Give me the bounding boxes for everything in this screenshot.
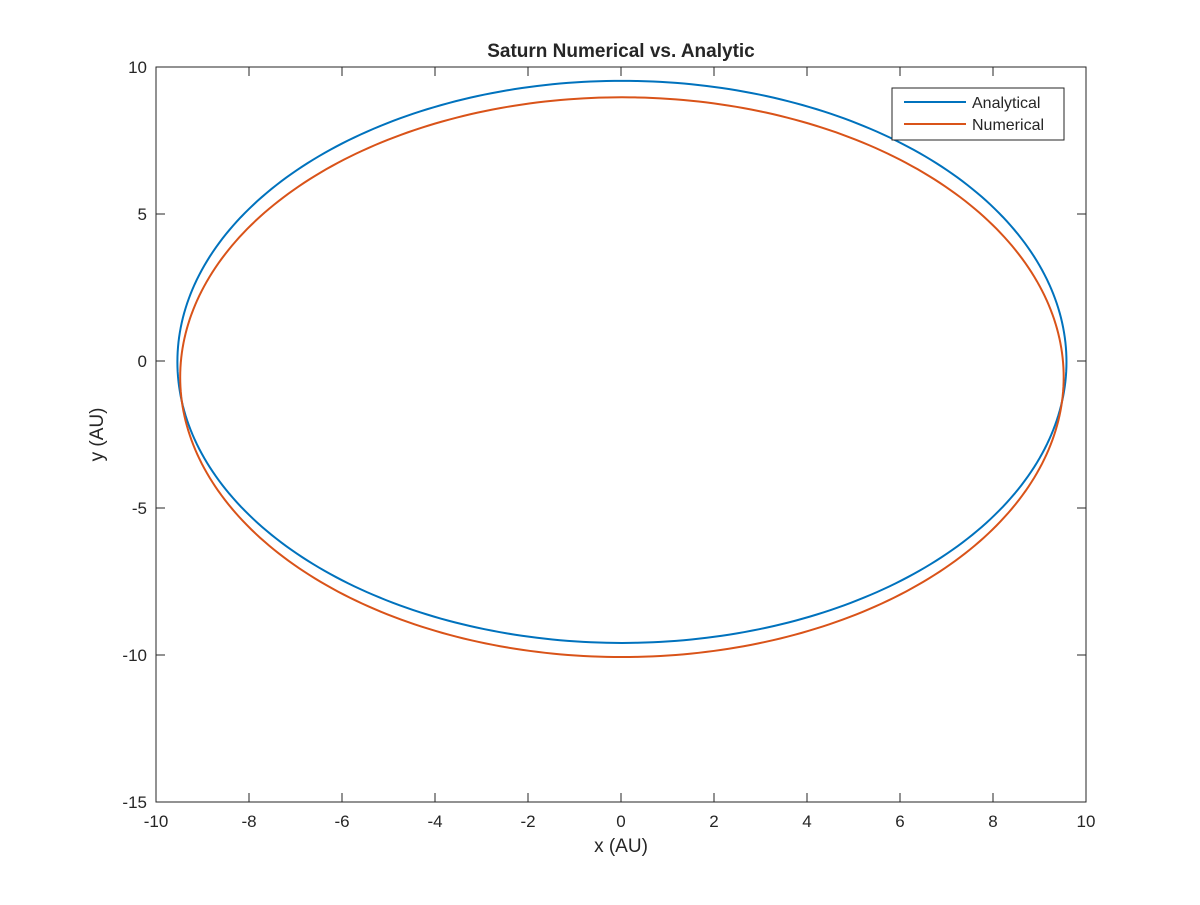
- plot-lines: [176, 79, 1068, 659]
- y-axis-label: y (AU): [87, 408, 108, 462]
- series-line-analytical: [176, 79, 1068, 644]
- legend-entry: Numerical: [972, 117, 1044, 134]
- legend: Analytical Numerical: [891, 87, 1065, 141]
- x-axis-label: x (AU): [594, 836, 648, 857]
- y-tick-label: -10: [122, 646, 147, 665]
- x-tick-label: -2: [520, 812, 535, 831]
- y-tick-label: 10: [128, 58, 147, 77]
- axes-box: [155, 66, 1087, 803]
- x-tick-label: 10: [1077, 812, 1096, 831]
- y-tick-label: -15: [122, 793, 147, 812]
- y-tick-label: 5: [138, 205, 147, 224]
- series-line-numerical: [179, 96, 1065, 659]
- y-tick-label: 0: [138, 352, 147, 371]
- x-tick-label: 8: [988, 812, 997, 831]
- y-tick-label: -5: [132, 499, 147, 518]
- x-tick-label: 6: [895, 812, 904, 831]
- x-tick-label: -8: [241, 812, 256, 831]
- x-tick-label: -6: [334, 812, 349, 831]
- legend-box: [891, 87, 1065, 141]
- legend-entry: Analytical: [972, 95, 1040, 112]
- x-tick-label: -4: [427, 812, 442, 831]
- x-tick-label: -10: [144, 812, 169, 831]
- x-tick-label: 4: [802, 812, 811, 831]
- chart-title: Saturn Numerical vs. Analytic: [487, 41, 755, 62]
- x-tick-label: 0: [616, 812, 625, 831]
- x-tick-label: 2: [709, 812, 718, 831]
